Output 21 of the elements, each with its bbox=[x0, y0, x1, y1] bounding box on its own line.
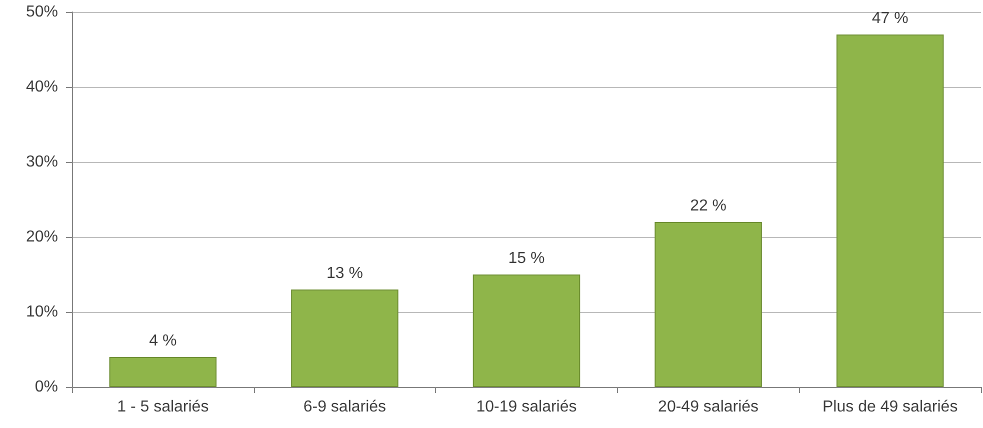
bar bbox=[654, 222, 762, 387]
data-label: 13 % bbox=[326, 265, 363, 282]
x-tick-label: 1 - 5 salariés bbox=[117, 398, 209, 416]
data-label: 47 % bbox=[872, 10, 908, 27]
y-tick-label: 40% bbox=[26, 78, 58, 96]
y-tick-label: 10% bbox=[26, 304, 58, 320]
x-tick-label: Plus de 49 salariés bbox=[822, 398, 958, 416]
y-tick-label: 20% bbox=[26, 228, 58, 246]
x-tick-label: 20-49 salariés bbox=[658, 398, 759, 416]
y-tick-label: 0% bbox=[34, 378, 58, 396]
data-label: 4 % bbox=[149, 332, 177, 350]
data-label: 22 % bbox=[690, 198, 727, 214]
bar bbox=[109, 357, 217, 387]
x-tick-label: 10-19 salariés bbox=[476, 398, 577, 416]
x-tick-label: 6-9 salariés bbox=[303, 398, 386, 416]
y-tick-label: 30% bbox=[26, 154, 58, 170]
y-tick-label: 50% bbox=[26, 4, 58, 20]
bar bbox=[472, 274, 580, 387]
data-label: 15 % bbox=[508, 250, 545, 267]
bar bbox=[836, 34, 944, 387]
bar bbox=[291, 290, 398, 387]
